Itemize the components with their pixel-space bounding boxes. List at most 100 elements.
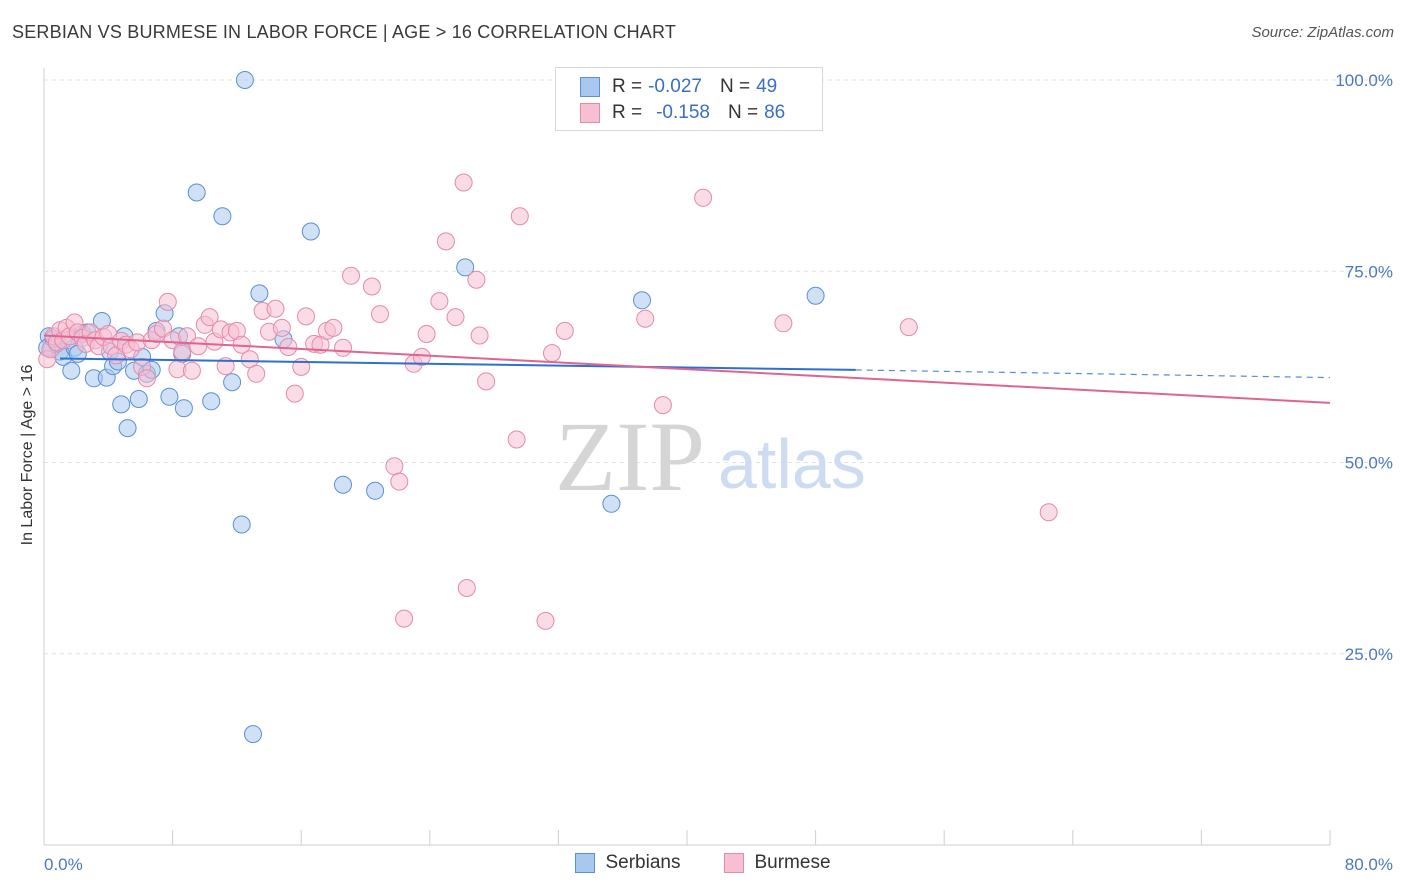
burmese-point (182, 361, 201, 380)
burmese-point (507, 430, 526, 449)
burmese-point (417, 325, 436, 343)
serbians-trend-extension (855, 369, 1331, 379)
burmese-point (272, 318, 291, 337)
serbians-point (213, 207, 232, 226)
burmese-point (154, 319, 172, 338)
burmese-point (395, 609, 414, 628)
serbians-legend-label: Serbians (605, 852, 681, 873)
burmese-point (200, 308, 219, 327)
serbians-point (174, 399, 193, 418)
serbians-trend-line (60, 357, 856, 371)
burmese-point (247, 364, 266, 383)
burmese-point (899, 318, 918, 337)
legend-n-label: N = (719, 76, 751, 97)
burmese-point (470, 326, 489, 345)
serbians-point (602, 494, 621, 513)
burmese-point (189, 337, 208, 356)
serbians-point (334, 475, 352, 494)
burmese-legend-label: Burmese (754, 852, 831, 873)
serbians-point (223, 373, 242, 392)
serbians-r-value: -0.027 (648, 76, 702, 97)
burmese-point (653, 396, 672, 415)
burmese-point (334, 338, 352, 357)
gridlines (44, 79, 1392, 655)
burmese-point (137, 369, 156, 388)
serbians-point (232, 515, 251, 534)
burmese-point (636, 309, 655, 328)
watermark-zip: ZIP (555, 401, 705, 512)
burmese-point (1039, 503, 1058, 522)
serbians-point (118, 419, 137, 438)
burmese-point (412, 347, 431, 366)
burmese-point (536, 611, 555, 630)
burmese-point (457, 579, 476, 597)
chart-title: SERBIAN VS BURMESE IN LABOR FORCE | AGE … (12, 22, 677, 42)
burmese-swatch (580, 103, 600, 123)
axes (43, 68, 1331, 846)
correlation-legend: R = -0.027 N = 49 R = -0.158 N = 86 (555, 67, 823, 131)
burmese-point (510, 207, 529, 226)
burmese-r-value: -0.158 (656, 102, 710, 123)
burmese-point (774, 314, 793, 333)
burmese-n-value: 86 (764, 102, 786, 123)
burmese-point (285, 384, 304, 403)
burmese-point (543, 344, 561, 363)
trend-lines (43, 334, 1331, 404)
serbians-point (456, 258, 475, 277)
burmese-point (158, 292, 177, 311)
burmese-point (477, 372, 496, 391)
burmese-point (266, 299, 285, 318)
serbians-n-value: 49 (756, 76, 778, 97)
burmese-point (694, 188, 713, 207)
legend-row-serbians: R = -0.027 N = 49 (580, 75, 777, 99)
legend-item-serbians[interactable]: Serbians (575, 852, 680, 874)
burmese-point (446, 308, 465, 327)
burmese-point (385, 457, 404, 476)
legend-item-burmese[interactable]: Burmese (724, 852, 831, 874)
watermark: ZIP atlas (555, 401, 866, 512)
x-tick-label-min: 0.0% (44, 855, 83, 874)
serbians-points (38, 71, 825, 744)
serbians-legend-swatch (575, 853, 596, 873)
source-label: Source: ZipAtlas.com (1251, 24, 1394, 41)
serbians-point (160, 387, 179, 406)
burmese-point (436, 232, 455, 251)
serbians-point (633, 291, 651, 310)
burmese-point (467, 270, 486, 289)
burmese-point (390, 472, 409, 491)
burmese-trend-line (43, 334, 1331, 404)
serbians-point (301, 222, 320, 241)
legend-r-label: R = (612, 76, 643, 97)
y-tick-labels: 25.0% 50.0% 75.0% 100.0% (1335, 71, 1393, 664)
series-legend: Serbians Burmese (0, 852, 1406, 874)
legend-r-label: R = (612, 102, 643, 123)
burmese-point (324, 318, 343, 337)
x-tick-label-max: 80.0% (1345, 855, 1393, 874)
serbians-point (250, 284, 269, 303)
burmese-point (342, 266, 360, 285)
legend-n-label: N = (727, 102, 759, 123)
serbians-point (806, 286, 825, 305)
serbians-point (235, 71, 254, 89)
serbians-point (112, 395, 131, 414)
legend-row-burmese: R = -0.158 N = 86 (580, 101, 785, 125)
y-tick-label: 100.0% (1335, 71, 1393, 90)
y-tick-label: 50.0% (1345, 454, 1393, 473)
x-tick-labels: 0.0% 80.0% (44, 855, 1393, 874)
serbians-point (366, 481, 385, 500)
burmese-point (362, 277, 381, 296)
serbians-point (62, 361, 81, 380)
serbians-point (187, 183, 206, 202)
serbians-point (129, 390, 148, 408)
burmese-point (173, 342, 192, 361)
y-tick-label: 25.0% (1345, 645, 1393, 664)
burmese-point (555, 321, 574, 340)
serbians-point (202, 392, 221, 411)
burmese-point (371, 305, 389, 324)
burmese-point (454, 173, 473, 192)
burmese-point (297, 307, 315, 326)
y-tick-label: 75.0% (1345, 262, 1393, 281)
serbians-swatch (580, 77, 600, 97)
burmese-points (38, 173, 1058, 630)
